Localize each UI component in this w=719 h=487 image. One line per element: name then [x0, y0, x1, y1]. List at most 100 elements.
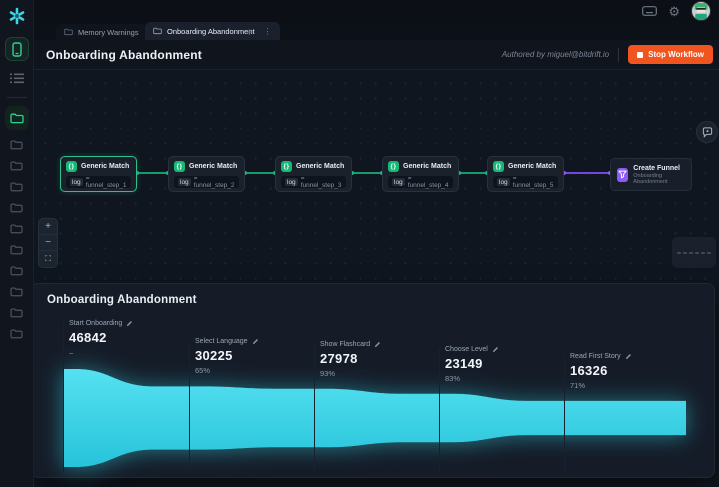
edit-pencil-icon[interactable]: [126, 320, 133, 327]
braces-icon: {}: [493, 161, 504, 172]
node-condition-badge: log = funnel_step_2: [174, 175, 239, 189]
step-conversion: 83%: [445, 374, 461, 383]
step-label: Read First Story: [570, 353, 621, 360]
step-label: Select Language: [195, 338, 248, 345]
folder-icon: [10, 161, 23, 170]
edit-pencil-icon[interactable]: [374, 341, 381, 348]
canvas-zoom-controls: + − ⛶: [38, 218, 58, 268]
funnel-step-select-language: Select Language 30225 65%: [195, 338, 259, 375]
funnel-step-read-first-story: Read First Story 16326 71%: [570, 353, 632, 390]
edge-4-5: [459, 172, 487, 174]
canvas-minimap[interactable]: [672, 237, 716, 268]
edit-pencil-icon[interactable]: [625, 353, 632, 360]
user-avatar[interactable]: [691, 1, 711, 21]
node-generic-match-1[interactable]: {} Generic Match log = funnel_step_1: [60, 156, 137, 192]
tab-memory-warnings[interactable]: Memory Warnings: [56, 24, 147, 40]
zoom-out-button[interactable]: −: [39, 235, 57, 251]
edit-pencil-icon[interactable]: [492, 346, 499, 353]
fit-view-button[interactable]: ⛶: [45, 254, 51, 263]
stop-workflow-label: Stop Workflow: [648, 50, 704, 59]
bitdrift-logo-icon[interactable]: [8, 7, 26, 25]
badge-key: log: [392, 178, 405, 186]
keyboard-icon[interactable]: [642, 6, 658, 16]
node-condition-badge: log = funnel_step_4: [388, 175, 453, 189]
sidebar-folder[interactable]: [5, 260, 29, 281]
topbar: ⚙: [34, 0, 719, 22]
folder-icon: [10, 308, 23, 317]
stop-workflow-button[interactable]: Stop Workflow: [628, 45, 713, 64]
badge-key: log: [497, 178, 510, 186]
zoom-in-button[interactable]: +: [39, 219, 57, 235]
sidebar-folder[interactable]: [5, 134, 29, 155]
workflow-header: Onboarding Abandonment Authored by migue…: [34, 40, 719, 70]
node-generic-match-4[interactable]: {} Generic Match log = funnel_step_4: [382, 156, 459, 192]
sidebar-folder[interactable]: [5, 176, 29, 197]
node-title: Generic Match: [508, 163, 557, 170]
step-conversion: –: [69, 348, 74, 357]
step-divider: [63, 322, 64, 472]
settings-gear-icon[interactable]: ⚙: [668, 3, 680, 19]
step-divider: [439, 348, 440, 472]
badge-key: log: [178, 178, 191, 186]
sidebar-folder[interactable]: [5, 155, 29, 176]
node-title: Create Funnel: [633, 164, 680, 172]
badge-value: = funnel_step_2: [193, 175, 235, 189]
header-separator: [618, 47, 620, 62]
node-subtitle: Onboarding Abandonment: [633, 172, 668, 185]
tab-label: Memory Warnings: [78, 27, 139, 37]
funnel-icon: [617, 167, 629, 182]
step-label: Start Onboarding: [69, 320, 123, 327]
badge-value: = funnel_step_4: [407, 175, 449, 189]
phone-icon: [11, 41, 22, 57]
braces-icon: {}: [388, 161, 399, 172]
sidebar-folder[interactable]: [5, 281, 29, 302]
node-generic-match-3[interactable]: {} Generic Match log = funnel_step_3: [275, 156, 352, 192]
step-label: Choose Level: [445, 346, 488, 353]
step-conversion: 71%: [570, 381, 586, 390]
badge-value: = funnel_step_5: [512, 175, 554, 189]
edge-3-4: [352, 172, 382, 174]
tab-label: Onboarding Abandonment: [167, 26, 255, 36]
new-tab-button[interactable]: +: [246, 25, 254, 39]
step-divider: [314, 343, 315, 472]
sidebar-divider: [6, 97, 27, 98]
folder-icon: [10, 266, 23, 275]
minimap-node: [707, 251, 711, 254]
node-create-funnel[interactable]: Create Funnel Onboarding Abandonment: [610, 158, 692, 191]
minimap-node: [689, 251, 693, 254]
funnel-results-panel: Onboarding Abandonment Start Onboarding …: [30, 283, 715, 478]
step-value: 27978: [320, 351, 358, 366]
step-value: 46842: [69, 330, 107, 345]
session-list-icon[interactable]: [9, 73, 24, 84]
edge-5-output: [564, 172, 610, 174]
tab-folder-icon: [153, 27, 162, 35]
node-generic-match-2[interactable]: {} Generic Match log = funnel_step_2: [168, 156, 245, 192]
sidebar-folder[interactable]: [5, 239, 29, 260]
sidebar: [0, 0, 34, 487]
funnel-step-start-onboarding: Start Onboarding 46842 –: [69, 320, 133, 357]
sidebar-folder-active[interactable]: [4, 106, 29, 130]
folder-icon: [9, 113, 24, 123]
step-conversion: 93%: [320, 369, 336, 378]
tab-onboarding-abandonment[interactable]: Onboarding Abandonment ⋮: [145, 22, 280, 40]
tab-folder-icon: [64, 28, 73, 36]
sidebar-folder[interactable]: [5, 323, 29, 344]
folder-icon: [10, 224, 23, 233]
edge-1-2: [137, 172, 168, 174]
edit-pencil-icon[interactable]: [252, 338, 259, 345]
edge-dot: [135, 171, 139, 175]
node-generic-match-5[interactable]: {} Generic Match log = funnel_step_5: [487, 156, 564, 192]
chat-button[interactable]: [696, 121, 718, 143]
sidebar-folder[interactable]: [5, 218, 29, 239]
funnel-step-show-flashcard: Show Flashcard 27978 93%: [320, 341, 381, 378]
stop-icon: [637, 51, 644, 58]
step-divider: [564, 355, 565, 472]
step-divider: [189, 340, 190, 472]
edge-dot: [243, 171, 247, 175]
tab-menu-icon[interactable]: ⋮: [263, 26, 272, 36]
sidebar-folder[interactable]: [5, 197, 29, 218]
sidebar-folder[interactable]: [5, 302, 29, 323]
sidebar-folder-list: [5, 134, 29, 344]
sidebar-item-device[interactable]: [4, 37, 29, 61]
